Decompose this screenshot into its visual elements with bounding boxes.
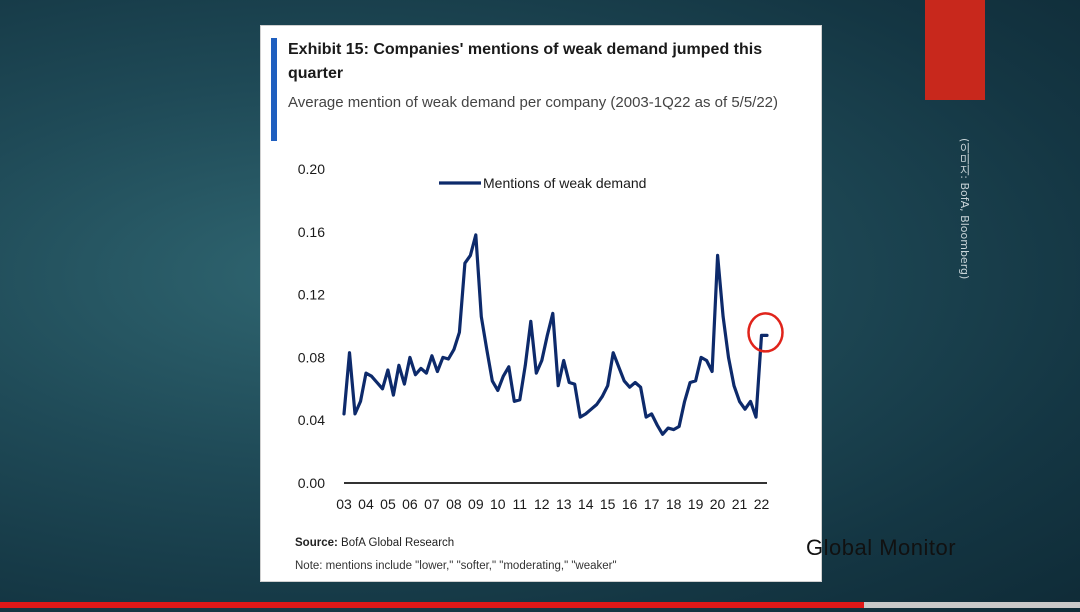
x-axis: 03 04 05 06 07 08 09 10 11 12 13 14 15 16 17 18 19 20 21 22 [336, 482, 770, 512]
x-tick-label: 17 [644, 496, 660, 512]
y-tick-label: 0.04 [298, 412, 325, 428]
title-accent-bar [271, 38, 277, 141]
x-tick-label: 09 [468, 496, 484, 512]
legend: Mentions of weak demand [439, 175, 646, 191]
x-tick-label: 21 [732, 496, 748, 512]
x-tick-label: 13 [556, 496, 572, 512]
brand-watermark: Global Monitor [806, 535, 957, 560]
source-text: BofA Global Research [337, 537, 455, 549]
x-tick-label: 05 [380, 496, 396, 512]
x-tick-label: 18 [666, 496, 682, 512]
x-tick-label: 04 [358, 496, 374, 512]
x-tick-label: 06 [402, 496, 418, 512]
source-line: Source: BofA Global Research [295, 537, 454, 549]
note-line: Note: mentions include "lower," "softer,… [295, 560, 617, 572]
y-tick-label: 0.12 [298, 287, 325, 303]
chart-card: Exhibit 15: Companies' mentions of weak … [260, 25, 822, 582]
video-progress-bar[interactable] [0, 602, 1080, 608]
y-tick-label: 0.20 [298, 161, 325, 177]
y-tick-label: 0.16 [298, 224, 325, 240]
x-tick-label: 10 [490, 496, 506, 512]
x-tick-label: 11 [513, 496, 528, 512]
y-axis: 0.00 0.04 0.08 0.12 0.16 0.20 [298, 161, 325, 491]
x-tick-label: 19 [688, 496, 704, 512]
red-accent-block [925, 0, 985, 100]
x-tick-label: 16 [622, 496, 638, 512]
series-layer [342, 233, 769, 436]
chart-subtitle: Average mention of weak demand per compa… [288, 94, 779, 111]
video-progress-fill [0, 602, 864, 608]
legend-label: Mentions of weak demand [483, 175, 646, 191]
y-tick-label: 0.00 [298, 475, 325, 491]
line-chart: 0.00 0.04 0.08 0.12 0.16 0.20 03 04 05 06 07 08 09 1… [298, 161, 784, 512]
x-tick-label: 22 [754, 496, 770, 512]
x-tick-label: 07 [424, 496, 440, 512]
series-line-weak-demand [342, 233, 769, 436]
highlight-circle [747, 312, 784, 353]
chart-title: Exhibit 15: Companies' mentions of weak … [288, 41, 763, 82]
x-tick-label: 14 [578, 496, 594, 512]
source-label: Source: [295, 537, 338, 549]
x-tick-label: 08 [446, 496, 462, 512]
x-tick-label: 03 [336, 496, 352, 512]
x-tick-label: 20 [710, 496, 726, 512]
image-credit: (이미지: BofA, Bloomberg) [958, 138, 971, 280]
x-tick-label: 12 [534, 496, 550, 512]
x-tick-label: 15 [600, 496, 616, 512]
y-tick-label: 0.08 [298, 349, 325, 365]
annotation-layer [747, 312, 784, 353]
